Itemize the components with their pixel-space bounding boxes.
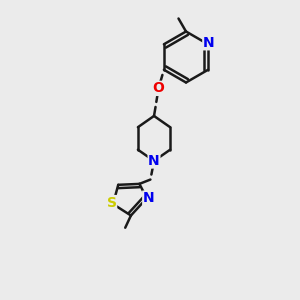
Text: S: S — [106, 196, 117, 210]
Text: N: N — [148, 154, 160, 168]
Text: N: N — [143, 191, 154, 205]
Text: O: O — [153, 81, 164, 95]
Text: N: N — [203, 36, 214, 50]
